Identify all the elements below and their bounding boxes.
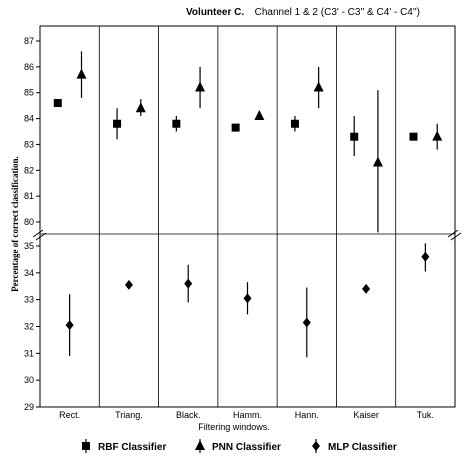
chart-title-rest: Channel 1 & 2 (C3' - C3'' & C4' - C4'') [255, 7, 420, 18]
data-point [313, 81, 324, 92]
x-tick-label: Hamm. [233, 410, 262, 420]
legend: RBF Classifier PNN Classifier MLP Classifi… [82, 439, 397, 453]
x-tick-label: Rect. [59, 410, 80, 420]
legend-label: RBF Classifier [98, 442, 166, 453]
data-point [254, 109, 265, 120]
data-point [172, 119, 181, 128]
data-point [290, 119, 299, 128]
y-tick-label: 32 [24, 322, 34, 332]
y-tick-label: 34 [24, 268, 34, 278]
data-point [231, 123, 240, 132]
plot-frame [39, 25, 456, 408]
legend-marker [195, 440, 205, 450]
data-point [76, 68, 87, 79]
y-tick-label: 29 [24, 402, 34, 412]
data-point [124, 279, 133, 290]
y-tick-label: 33 [24, 295, 34, 305]
data-point [421, 251, 430, 262]
x-tick-label: Kaiser [353, 410, 379, 420]
data-point [302, 317, 311, 328]
data-point [372, 156, 383, 167]
plot-area: 80 81 82 83 84 85 86 87 29 30 31 32 33 34 35 Rect. Trian… [24, 25, 462, 420]
y-tick-label: 80 [24, 217, 34, 227]
data-point [195, 81, 206, 92]
y-tick-label: 83 [24, 139, 34, 149]
y-tick-label: 87 [24, 36, 34, 46]
axis-break-mark [35, 232, 47, 241]
data-point [432, 130, 443, 141]
data-point [53, 99, 62, 108]
y-tick-label: 35 [24, 241, 34, 251]
data-point [65, 320, 74, 331]
axis-break-mark [447, 229, 459, 238]
x-axis-label: Filtering windows. [198, 422, 270, 432]
y-tick-label: 30 [24, 375, 34, 385]
legend-marker [82, 442, 90, 450]
x-tick-label: Hann. [295, 410, 319, 420]
y-tick-label: 81 [24, 191, 34, 201]
y-tick-label: 31 [24, 348, 34, 358]
x-tick-label: Tuk. [417, 410, 434, 420]
data-point [135, 102, 146, 113]
data-point [113, 119, 122, 128]
data-point [350, 132, 359, 141]
y-tick-label: 82 [24, 165, 34, 175]
y-axis-label: Percentage of correct classification. [10, 156, 20, 292]
legend-label: MLP Classifier [328, 442, 397, 453]
y-tick-label: 86 [24, 62, 34, 72]
data-point [243, 293, 252, 304]
y-tick-label: 85 [24, 88, 34, 98]
data-point [409, 132, 418, 141]
axis-break-mark [32, 229, 44, 238]
axis-break-mark [450, 232, 462, 241]
x-tick-label: Black. [176, 410, 201, 420]
data-point [184, 278, 193, 289]
x-tick-label: Triang. [115, 410, 143, 420]
chart-title: Volunteer C. Channel 1 & 2 (C3' - C3'' &… [186, 2, 420, 19]
chart-title-prefix: Volunteer C. [186, 7, 244, 18]
data-point [362, 283, 371, 294]
legend-marker [312, 441, 320, 451]
y-tick-label: 84 [24, 114, 34, 124]
legend-label: PNN Classifier [212, 442, 281, 453]
